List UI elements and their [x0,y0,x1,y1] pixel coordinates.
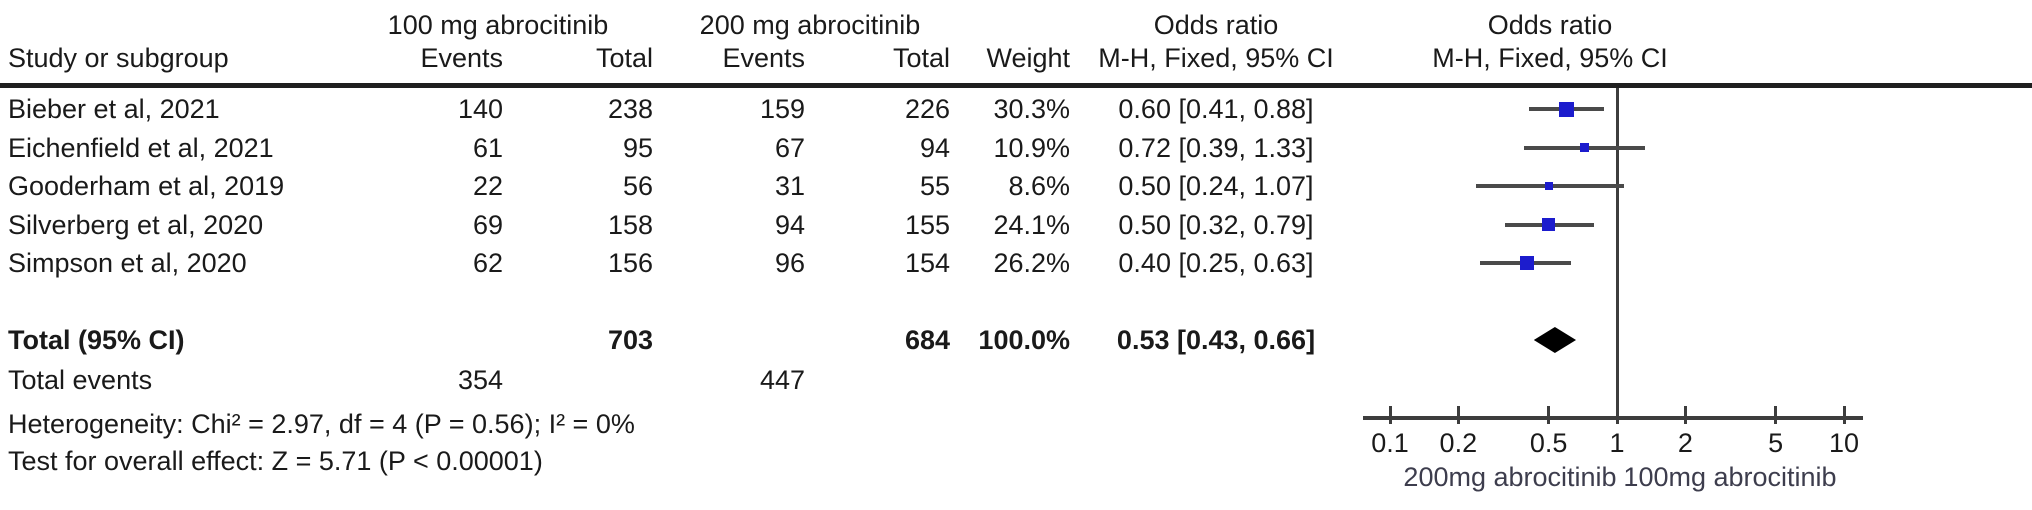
group2-events-value: 159 [759,94,805,124]
group1-events-value: 22 [472,171,503,201]
total2-column-header: Total [892,43,950,73]
group1-events-value: 69 [472,209,503,240]
total-events-group2: 447 [759,365,805,395]
total-row-or: 0.53 [0.43, 0.66] [1116,325,1316,355]
x-axis-tick [1774,406,1778,424]
or-column-header-line1: Odds ratio [1153,10,1279,40]
group1-events-value: 61 [472,132,503,163]
study-name: Bieber et al, 2021 [8,94,220,124]
group2-total-value: 94 [919,132,950,163]
study-name: Gooderham et al, 2019 [8,171,285,201]
weight-column-header: Weight [986,43,1070,73]
group1-events-value: 62 [472,248,503,278]
events1-column-header: Events [420,43,503,73]
plot-header-line1: Odds ratio [1487,10,1613,40]
weight-value: 10.9% [993,132,1070,163]
study-name: Silverberg et al, 2020 [8,209,264,240]
header-divider-rule [0,83,2032,88]
group2-events-value: 96 [774,248,805,278]
total1-column-header: Total [595,43,653,73]
null-effect-line [1615,88,1619,418]
group2-total-value: 55 [919,171,950,201]
total-events-group1: 354 [457,365,503,395]
effect-square [1519,256,1534,270]
x-axis-tick [1547,406,1551,424]
weight-value: 8.6% [1008,171,1070,201]
study-name: Simpson et al, 2020 [8,248,247,278]
group2-total-value: 155 [904,209,950,240]
x-axis-tick [1615,406,1619,424]
heterogeneity-text: Heterogeneity: Chi² = 2.97, df = 4 (P = … [8,409,635,439]
weight-value: 24.1% [993,209,1070,240]
overall-effect-text: Test for overall effect: Z = 5.71 (P < 0… [8,446,543,476]
x-axis-tick [1842,406,1846,424]
study-column-header: Study or subgroup [8,43,229,73]
or-ci-value: 0.72 [0.39, 1.33] [1118,132,1314,163]
total-row-total2: 684 [904,325,950,355]
group1-total-value: 238 [607,94,653,124]
or-ci-value: 0.40 [0.25, 0.63] [1118,248,1314,278]
effect-square [1544,182,1553,190]
group1-total-value: 156 [607,248,653,278]
x-axis-tick [1683,406,1687,424]
group2-total-value: 226 [904,94,950,124]
total-events-label: Total events [8,365,153,395]
group2-events-value: 67 [774,132,805,163]
events2-column-header: Events [722,43,805,73]
effect-square [1559,101,1575,117]
weight-value: 26.2% [993,248,1070,278]
group2-events-value: 31 [774,171,805,201]
x-axis-tick-label: 5 [1768,428,1784,458]
or-ci-value: 0.50 [0.32, 0.79] [1118,209,1314,240]
group1-total-value: 158 [607,209,653,240]
total-row-total1: 703 [607,325,653,355]
axis-label-left: 200mg abrocitinib [1403,462,1617,492]
x-axis-tick-label: 0.1 [1371,428,1409,458]
x-axis-tick [1388,406,1392,424]
plot-header-line2: M-H, Fixed, 95% CI [1432,43,1668,73]
x-axis-tick [1456,406,1460,424]
x-axis-tick-label: 2 [1677,428,1693,458]
x-axis-tick-label: 0.2 [1439,428,1478,458]
group2-header: 200 mg abrocitinib [699,10,921,40]
x-axis-line [1363,416,1863,420]
group1-events-value: 140 [457,94,503,124]
axis-label-right: 100mg abrocitinib [1623,462,1837,492]
total-row-label: Total (95% CI) [8,325,185,355]
or-ci-value: 0.50 [0.24, 1.07] [1118,171,1314,201]
group1-total-value: 56 [622,171,653,201]
group1-header: 100 mg abrocitinib [387,10,609,40]
effect-square [1580,143,1590,152]
weight-value: 30.3% [993,94,1070,124]
x-axis-tick-label: 10 [1828,428,1860,458]
group2-total-value: 154 [904,248,950,278]
group2-events-value: 94 [774,209,805,240]
x-axis-tick-label: 0.5 [1529,428,1568,458]
group1-total-value: 95 [622,132,653,163]
or-ci-value: 0.60 [0.41, 0.88] [1118,94,1314,124]
x-axis-tick-label: 1 [1609,428,1625,458]
study-name: Eichenfield et al, 2021 [8,132,274,163]
pooled-effect-diamond [1533,327,1577,353]
total-row-weight: 100.0% [978,325,1070,355]
effect-square [1542,218,1556,231]
or-column-header-line2: M-H, Fixed, 95% CI [1098,43,1334,73]
